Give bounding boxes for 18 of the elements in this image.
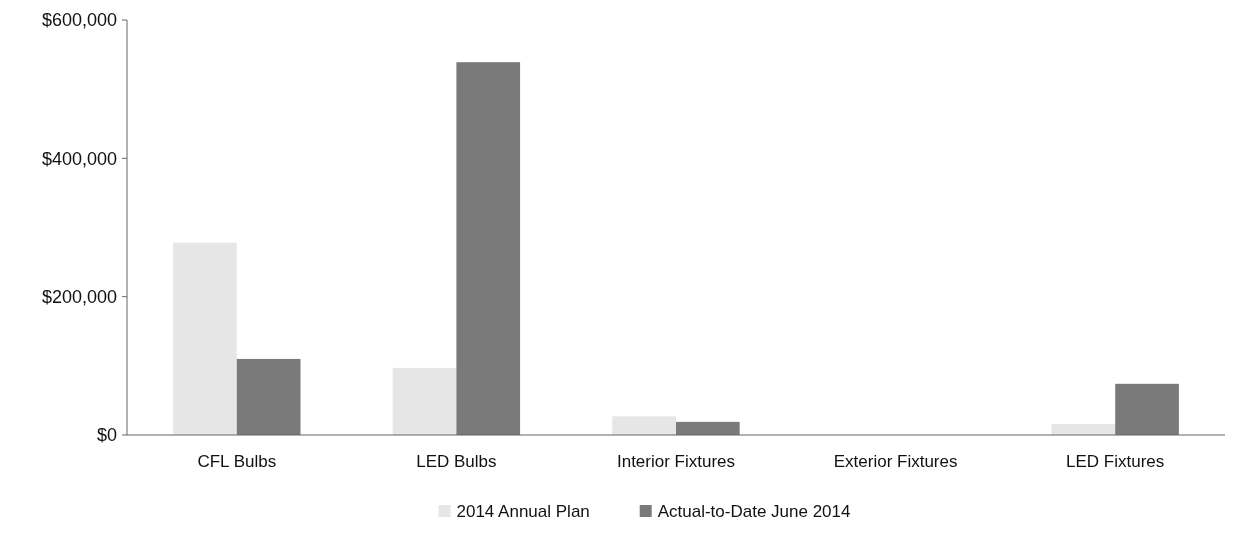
y-tick-label: $200,000 [41,286,117,307]
x-tick-label: CFL Bulbs [197,452,277,471]
x-tick-label: LED Bulbs [416,452,497,471]
y-tick-label: $400,000 [41,148,117,169]
y-tick-label: $0 [96,425,117,446]
bar [456,62,521,435]
x-tick-label: Interior Fixtures [616,452,736,471]
bar [1115,383,1179,435]
bar [676,421,740,435]
bar [392,367,457,435]
legend-label: Actual-to-Date June 2014 [657,501,851,521]
x-tick-label: LED Fixtures [1066,452,1165,471]
x-tick-label: Exterior Fixtures [833,452,958,471]
y-tick-label: $600,000 [41,10,117,31]
bar [612,416,676,435]
bar [236,358,301,435]
bar [173,242,237,435]
legend-label: 2014 Annual Plan [456,501,590,521]
